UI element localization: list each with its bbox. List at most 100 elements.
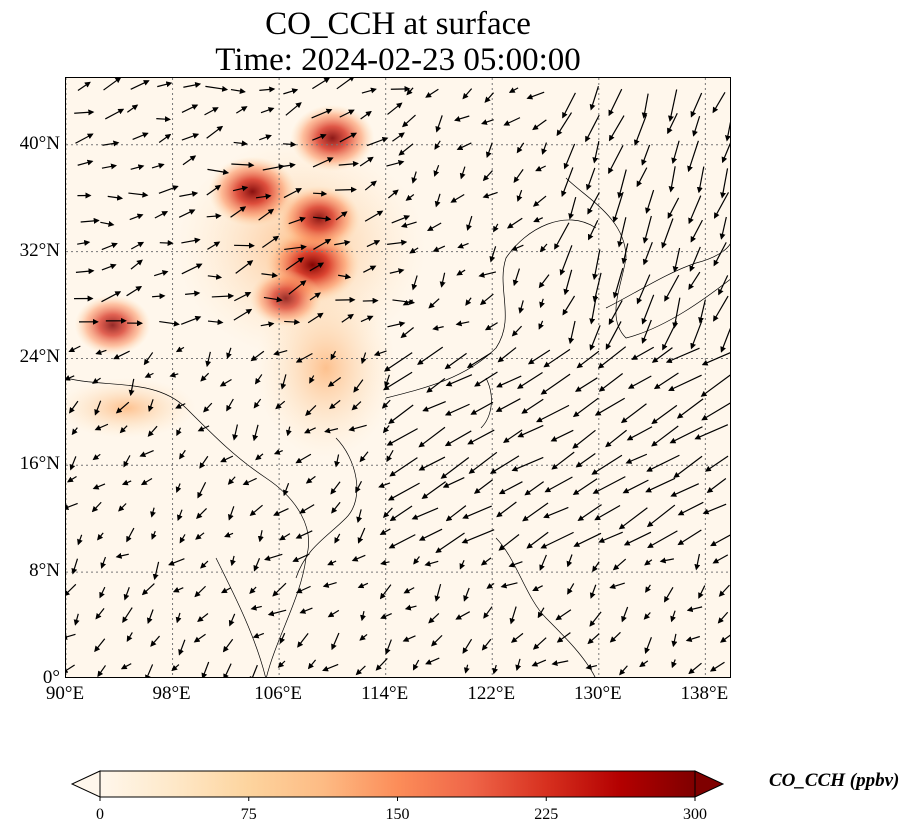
wind-arrow xyxy=(572,429,596,449)
colorbar-extend-max xyxy=(694,770,725,798)
wind-arrow xyxy=(617,217,627,248)
wind-arrow xyxy=(228,613,236,627)
wind-arrow xyxy=(329,399,341,410)
wind-arrow xyxy=(713,295,729,322)
wind-arrow xyxy=(249,504,263,517)
wind-arrow xyxy=(230,555,236,567)
wind-arrow xyxy=(619,665,628,676)
wind-arrow xyxy=(621,606,629,623)
wind-arrow xyxy=(231,162,255,169)
wind-arrow xyxy=(77,534,83,546)
wind-arrow xyxy=(100,556,107,569)
wind-arrow xyxy=(561,167,574,198)
wind-arrow xyxy=(712,92,726,114)
wind-arrow xyxy=(671,659,677,669)
wind-arrow xyxy=(538,274,550,289)
wind-arrow xyxy=(392,132,405,142)
wind-arrow xyxy=(575,377,598,392)
wind-arrow xyxy=(538,320,544,330)
wind-arrow xyxy=(179,191,199,197)
wind-arrow xyxy=(692,116,701,137)
wind-arrow xyxy=(432,245,446,252)
wind-arrow xyxy=(434,140,441,150)
wind-arrow xyxy=(481,638,492,651)
wind-arrow xyxy=(496,375,522,388)
wind-arrow xyxy=(205,351,212,368)
wind-arrow xyxy=(123,587,130,601)
wind-arrow xyxy=(373,350,387,357)
wind-arrow xyxy=(222,638,234,653)
wind-arrow xyxy=(348,424,367,432)
wind-arrow xyxy=(322,582,337,588)
wind-arrow xyxy=(126,286,143,297)
wind-arrow xyxy=(380,559,390,566)
wind-arrow xyxy=(280,374,287,390)
wind-arrow xyxy=(386,160,405,167)
wind-arrow xyxy=(482,191,498,199)
wind-arrow xyxy=(717,611,729,624)
wind-arrow xyxy=(665,347,700,363)
wind-arrow xyxy=(671,633,678,648)
wind-arrow xyxy=(104,108,125,120)
colorbar-body xyxy=(99,770,696,798)
wind-arrow xyxy=(94,638,106,653)
wind-arrow xyxy=(406,87,414,96)
wind-arrow xyxy=(387,482,420,501)
wind-arrow xyxy=(719,216,727,240)
wind-arrow xyxy=(426,377,446,393)
wind-arrow xyxy=(440,457,470,479)
wind-arrow xyxy=(462,88,473,100)
wind-arrow xyxy=(304,427,316,434)
wind-arrow xyxy=(120,663,132,670)
wind-arrow xyxy=(702,503,727,515)
wind-arrow xyxy=(562,295,576,316)
wind-arrow xyxy=(462,638,473,654)
wind-arrow xyxy=(249,586,257,594)
wind-arrow xyxy=(130,164,145,171)
wind-arrow xyxy=(250,604,262,611)
wind-arrow xyxy=(66,375,75,381)
wind-arrow xyxy=(379,584,392,600)
wind-arrow xyxy=(262,164,285,171)
wind-arrow xyxy=(147,399,154,413)
wind-arrow xyxy=(206,213,222,220)
wind-arrow xyxy=(171,664,180,672)
wind-arrow xyxy=(551,451,575,470)
wind-arrow xyxy=(327,609,340,618)
wind-arrow xyxy=(126,104,139,113)
wind-arrow xyxy=(153,270,169,277)
wind-arrow xyxy=(672,297,681,329)
wind-arrow xyxy=(432,324,444,331)
wind-arrow xyxy=(283,483,290,497)
wind-arrow xyxy=(567,583,575,595)
wind-arrow xyxy=(211,293,235,300)
lon-tick-label: 98°E xyxy=(152,683,191,704)
wind-arrow xyxy=(620,403,647,424)
wind-arrow xyxy=(382,425,390,434)
lat-tick-label: 40°N xyxy=(19,132,60,154)
wind-arrow xyxy=(387,239,408,246)
wind-arrow xyxy=(334,533,341,544)
wind-arrow xyxy=(411,275,418,291)
wind-arrow xyxy=(673,455,703,478)
wind-arrow xyxy=(435,115,443,133)
wind-arrow xyxy=(284,244,307,251)
wind-arrow xyxy=(234,292,252,302)
wind-arrow xyxy=(197,481,207,499)
map-canvas xyxy=(66,78,730,677)
wind-arrow xyxy=(532,195,547,207)
wind-arrow xyxy=(462,505,492,519)
wind-arrow xyxy=(205,85,229,92)
wind-arrow xyxy=(517,371,543,389)
wind-arrow xyxy=(168,558,185,566)
wind-arrow xyxy=(194,585,206,598)
wind-arrow xyxy=(427,222,442,232)
wind-arrow xyxy=(177,509,183,521)
wind-arrow xyxy=(292,553,310,563)
lat-tick-label: 0° xyxy=(42,667,60,688)
wind-arrow xyxy=(646,454,680,472)
map-time-subtitle: Time: 2024-02-23 05:00:00 xyxy=(215,42,581,78)
wind-arrow xyxy=(511,456,544,472)
wind-arrow xyxy=(121,479,132,486)
lat-tick-label: 16°N xyxy=(19,453,60,475)
